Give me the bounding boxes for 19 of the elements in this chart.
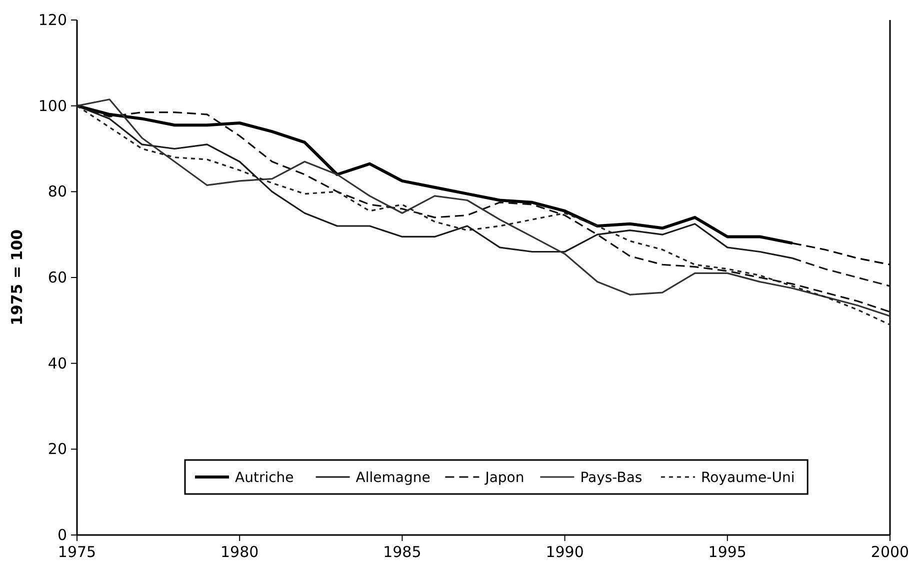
legend-label: Autriche [235, 470, 294, 486]
y-tick-label: 60 [48, 268, 67, 286]
x-tick-label: 1990 [546, 543, 584, 561]
y-tick-label: 80 [48, 182, 67, 201]
legend-label: Japon [484, 470, 524, 486]
x-tick-label: 1985 [383, 543, 422, 561]
legend-label: Allemagne [356, 470, 430, 486]
x-tick-label: 1995 [708, 543, 746, 561]
y-tick-label: 40 [48, 354, 67, 372]
y-axis-title: 1975 = 100 [8, 229, 26, 326]
y-tick-label: 20 [48, 440, 67, 458]
legend-label: Royaume-Uni [701, 470, 795, 486]
legend-label: Pays-Bas [580, 470, 642, 486]
x-tick-label: 1980 [220, 543, 259, 561]
y-tick-label: 120 [38, 11, 67, 29]
y-tick-label: 0 [57, 526, 67, 544]
x-tick-label: 2000 [870, 543, 909, 561]
x-tick-label: 1975 [58, 543, 96, 561]
y-tick-label: 100 [38, 96, 67, 115]
